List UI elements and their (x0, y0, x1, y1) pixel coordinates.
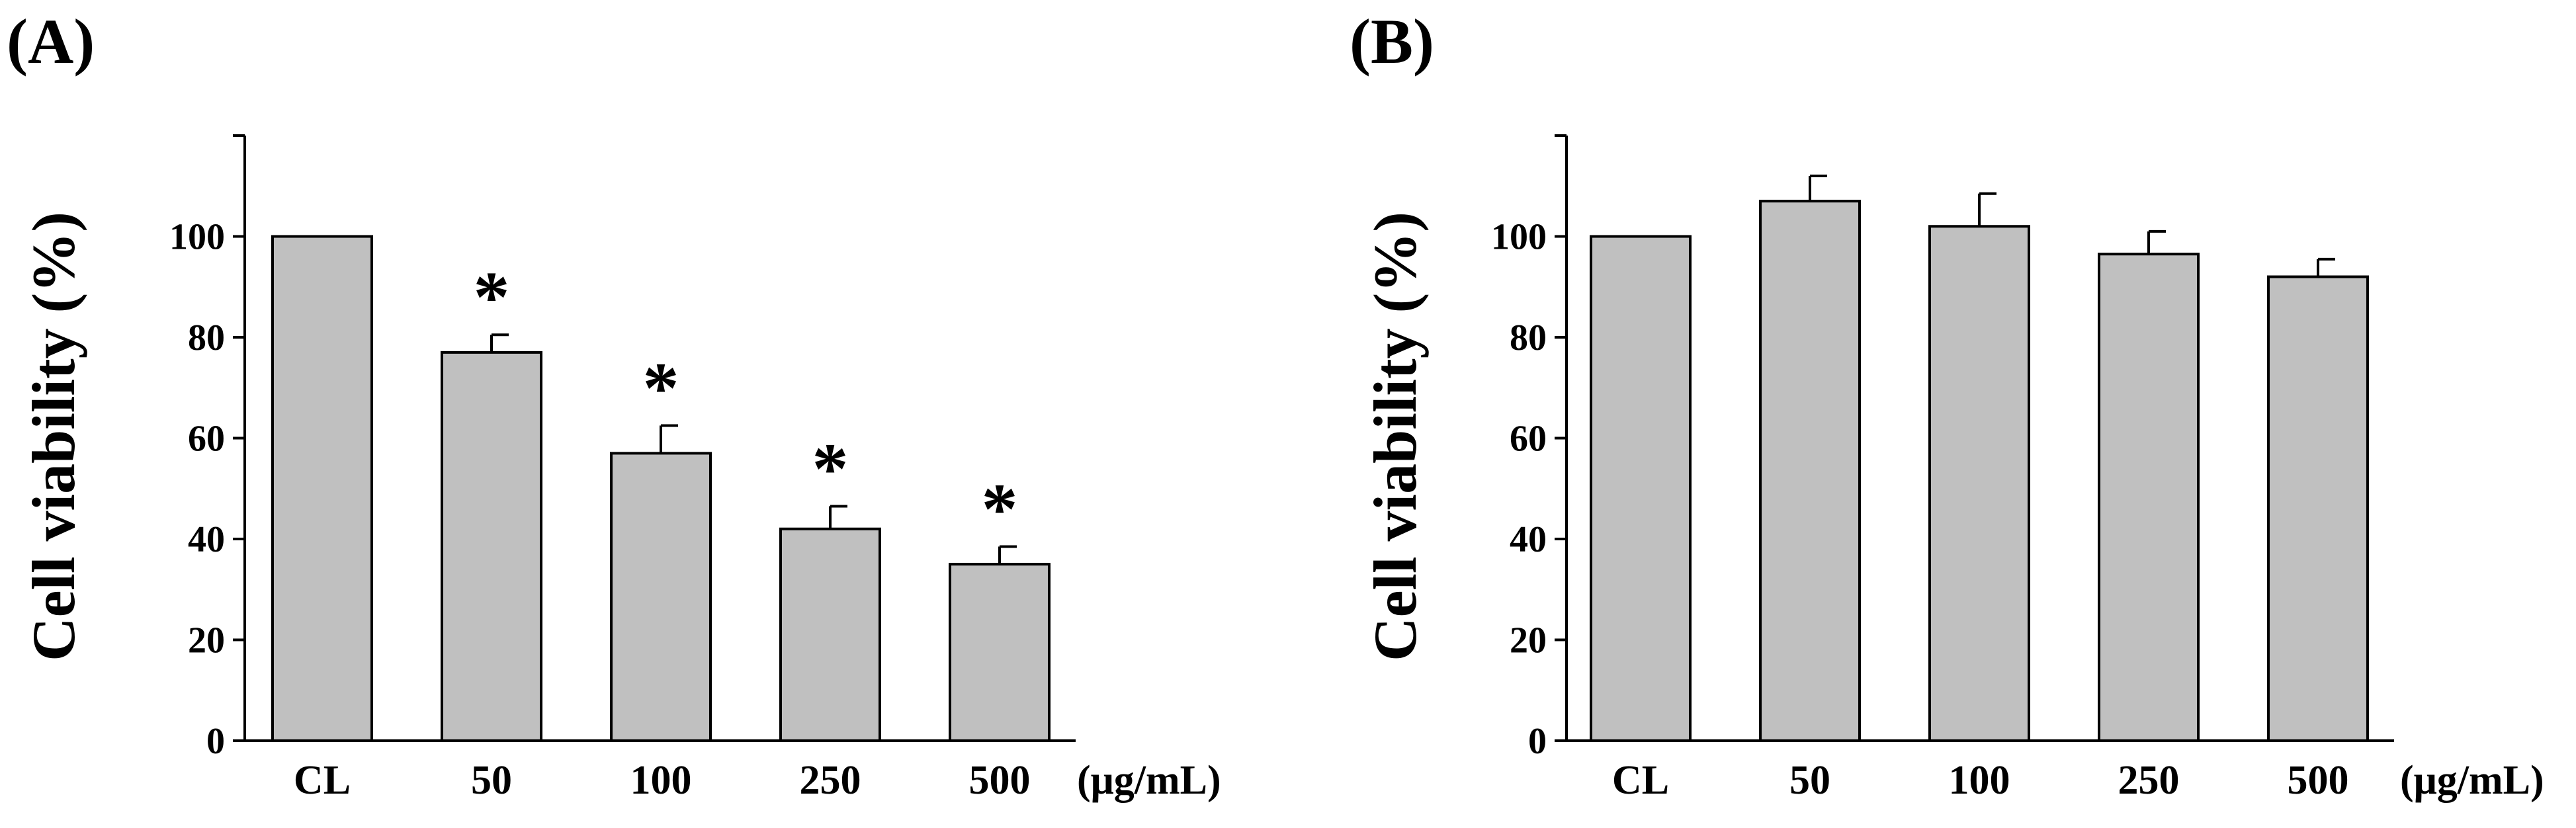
bar-1 (1759, 200, 1861, 742)
panel-a-label: (A) (7, 6, 95, 77)
x-tick-label-3: 250 (800, 758, 861, 803)
y-tick-label-4: 80 (1510, 317, 1547, 358)
panel-a-bars (271, 235, 1051, 742)
bar-2 (1928, 225, 2030, 742)
x-tick-label-1: 50 (1789, 758, 1830, 803)
x-tick-label-0: CL (294, 758, 351, 803)
bar-1 (441, 351, 542, 742)
x-tick-label-3: 250 (2118, 758, 2180, 803)
y-tick-label-3: 60 (188, 419, 225, 460)
y-tick-label-2: 40 (188, 519, 225, 560)
panel-a-error-bars (490, 333, 1017, 565)
panel-a-x-ticks: CL 50 100 250 500 (294, 758, 1031, 803)
x-tick-label-1: 50 (471, 758, 512, 803)
panel-b-error-bars (1809, 175, 2335, 277)
y-tick-label-5: 100 (1491, 217, 1547, 258)
significance-star-3: * (812, 428, 849, 509)
panel-b-label: (B) (1350, 6, 1434, 77)
significance-star-2: * (643, 347, 679, 428)
y-tick-label-3: 60 (1510, 419, 1547, 460)
panel-a: (A) Cell viability (%) * * * * 0 20 40 60 80 100… (7, 6, 1221, 803)
panel-b: (B) Cell viability (%) 0 20 40 60 80 100 CL 50… (1350, 6, 2544, 803)
panel-b-unit-label: (μg/mL) (2400, 758, 2544, 803)
y-tick-label-0: 0 (206, 721, 225, 762)
x-tick-label-2: 100 (1949, 758, 2010, 803)
x-tick-label-2: 100 (630, 758, 692, 803)
panel-a-unit-label: (μg/mL) (1077, 758, 1221, 803)
bar-3 (2098, 253, 2200, 742)
bar-4 (949, 563, 1051, 742)
y-tick-label-5: 100 (169, 217, 225, 258)
panel-b-y-ticks: 0 20 40 60 80 100 (1491, 217, 1567, 762)
x-tick-label-4: 500 (2288, 758, 2349, 803)
panel-a-y-axis-title: Cell viability (%) (20, 212, 87, 661)
bar-2 (610, 452, 712, 742)
panel-a-y-ticks: 0 20 40 60 80 100 (169, 217, 245, 762)
significance-star-1: * (474, 257, 510, 337)
bar-3 (779, 527, 881, 742)
bar-4 (2267, 275, 2369, 742)
bar-0 (271, 235, 373, 742)
y-tick-label-1: 20 (188, 620, 225, 661)
panel-b-y-axis-title: Cell viability (%) (1361, 212, 1429, 661)
panel-a-annotations: * * * * (474, 257, 1018, 549)
bar-0 (1590, 235, 1692, 742)
x-tick-label-4: 500 (969, 758, 1031, 803)
y-tick-label-4: 80 (188, 317, 225, 358)
x-tick-label-0: CL (1612, 758, 1669, 803)
y-tick-label-1: 20 (1510, 620, 1547, 661)
panel-b-bars (1590, 200, 2369, 742)
panel-b-x-ticks: CL 50 100 250 500 (1612, 758, 2349, 803)
y-tick-label-2: 40 (1510, 519, 1547, 560)
y-tick-label-0: 0 (1528, 721, 1547, 762)
significance-star-4: * (982, 468, 1018, 549)
